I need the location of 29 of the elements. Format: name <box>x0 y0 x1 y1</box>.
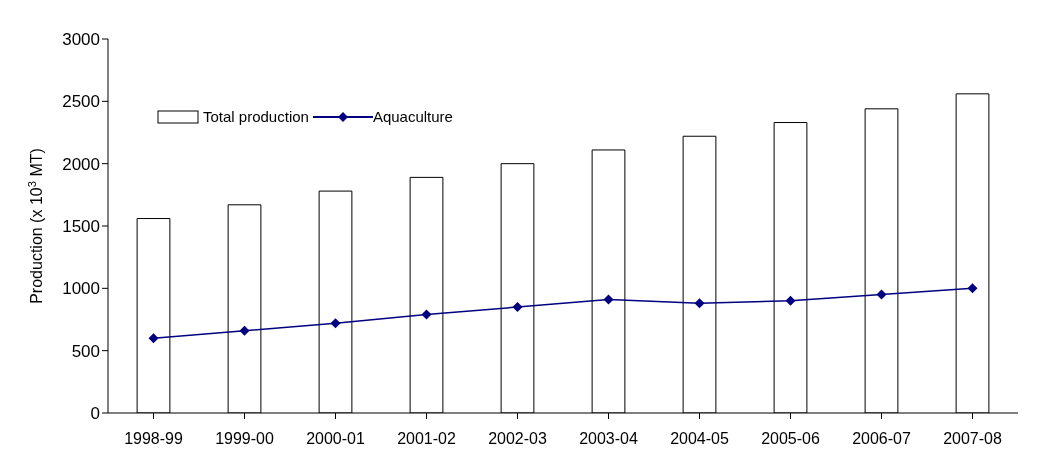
point <box>421 309 432 320</box>
x-tick-label: 1999-00 <box>215 430 274 448</box>
x-tick-label: 2006-07 <box>852 430 911 448</box>
point <box>694 298 705 309</box>
point <box>876 289 887 300</box>
point <box>239 325 250 336</box>
point <box>148 333 159 344</box>
x-tick-label: 2001-02 <box>397 430 456 448</box>
x-tick-label: 2005-06 <box>761 430 820 448</box>
x-tick-label: 2002-03 <box>488 430 547 448</box>
point <box>785 295 796 306</box>
y-tick-label: 1000 <box>62 279 100 299</box>
x-tick-label: 2007-08 <box>943 430 1002 448</box>
y-tick-label: 2000 <box>62 154 100 174</box>
y-tick-label: 1500 <box>62 217 100 237</box>
y-tick-label: 0 <box>90 404 100 424</box>
x-tick-label: 2004-05 <box>670 430 729 448</box>
x-tick-label: 2000-01 <box>306 430 365 448</box>
legend-label: Aquaculture <box>372 108 453 125</box>
point <box>967 283 978 294</box>
legend-label: Total production <box>203 108 309 125</box>
y-tick-label: 2500 <box>62 92 100 112</box>
x-tick-label: 1998-99 <box>124 430 183 448</box>
point <box>330 318 341 329</box>
y-tick-label: 3000 <box>62 30 100 50</box>
x-tick-label: 2003-04 <box>579 430 638 448</box>
point <box>603 294 614 305</box>
y-tick-label: 500 <box>71 341 100 361</box>
point <box>512 302 523 313</box>
